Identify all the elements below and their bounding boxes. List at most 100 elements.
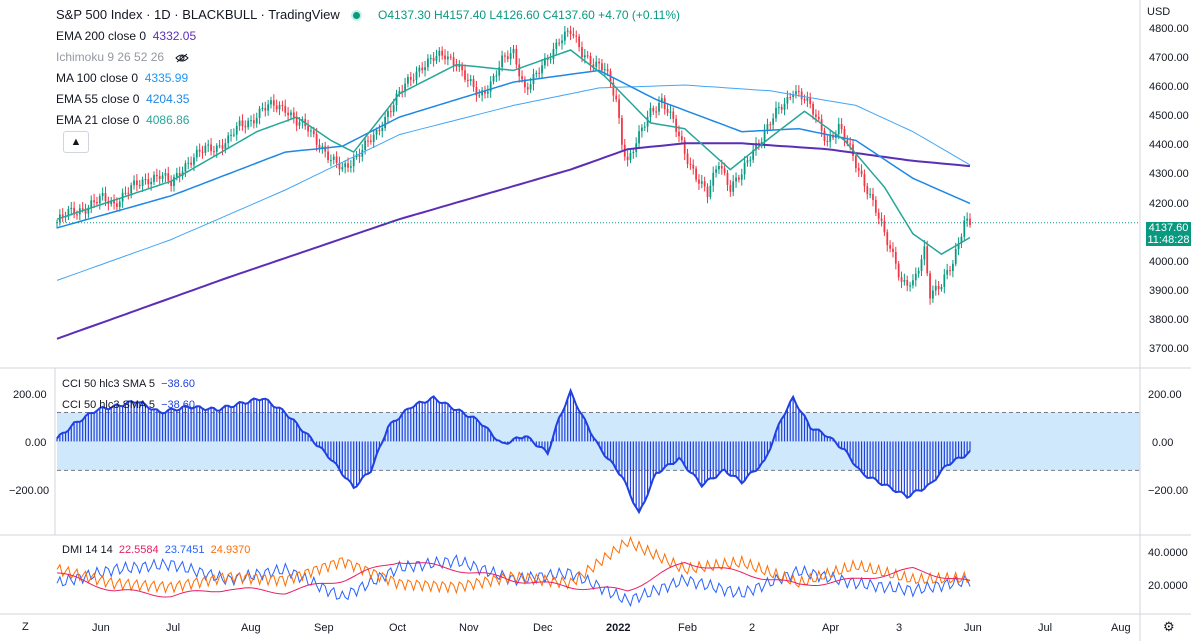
candle-body xyxy=(806,98,809,101)
candle-body xyxy=(598,61,600,64)
candle-body xyxy=(198,149,201,152)
candle-body xyxy=(874,199,877,213)
candle-body xyxy=(866,186,869,195)
candle-body xyxy=(923,246,926,260)
candle-body xyxy=(524,79,526,88)
candle-body xyxy=(238,120,241,126)
candle-body xyxy=(369,140,372,142)
gear-icon[interactable]: ⚙ xyxy=(1163,619,1175,634)
legend-ema55[interactable]: EMA 55 close 0 4204.35 xyxy=(56,92,189,106)
candle-body xyxy=(378,129,381,132)
price-tick: 4400.00 xyxy=(1149,139,1189,152)
legend-label: EMA 21 close 0 xyxy=(56,113,140,127)
ma-line xyxy=(56,142,971,340)
time-tick: Apr xyxy=(822,622,840,634)
candle-body xyxy=(486,91,489,94)
candle-body xyxy=(792,94,794,98)
candle-body xyxy=(823,130,826,142)
zoom-toggle-button[interactable]: Z xyxy=(22,621,29,633)
dmi-adx-value: 22.5584 xyxy=(118,544,159,556)
candle-body xyxy=(349,166,352,168)
candle-body xyxy=(93,200,95,203)
last-price: 4137.60 xyxy=(1148,222,1189,234)
candle-body xyxy=(917,270,920,274)
candle-body xyxy=(404,83,406,92)
legend-ma100[interactable]: MA 100 close 0 4335.99 xyxy=(56,71,188,85)
price-tick: 3700.00 xyxy=(1149,343,1189,356)
candle-body xyxy=(324,146,327,152)
candle-body xyxy=(872,194,874,200)
candle-body xyxy=(966,218,969,221)
last-price-badge: 4137.60 11:48:28 xyxy=(1146,222,1191,246)
candle-body xyxy=(207,144,210,146)
candle-body xyxy=(743,162,746,175)
candle-body xyxy=(144,179,147,181)
candle-body xyxy=(949,270,951,272)
dmi-legend[interactable]: DMI 14 14 22.5584 23.7451 24.9370 xyxy=(62,544,250,556)
eye-off-icon[interactable] xyxy=(175,53,190,63)
candle-body xyxy=(287,112,289,116)
cci-left-tick: 200.00 xyxy=(13,389,47,401)
cci-value: −38.60 xyxy=(161,378,196,390)
candle-body xyxy=(364,140,367,150)
candle-body xyxy=(255,117,258,124)
candle-body xyxy=(738,177,740,180)
candle-body xyxy=(310,130,312,132)
candle-body xyxy=(803,99,806,101)
candle-body xyxy=(227,135,230,144)
cci-legend-2[interactable]: CCI 50 hlc3 SMA 5 −38.60 xyxy=(62,399,195,411)
currency-label[interactable]: USD xyxy=(1147,6,1171,18)
candle-body xyxy=(692,164,695,169)
legend-ema200[interactable]: EMA 200 close 0 4332.05 xyxy=(56,29,196,43)
price-tick: 4500.00 xyxy=(1149,110,1189,123)
candle-body xyxy=(709,185,712,198)
candle-body xyxy=(458,65,461,67)
legend-ema21[interactable]: EMA 21 close 0 4086.86 xyxy=(56,113,189,127)
dmi-minus-value: 24.9370 xyxy=(210,544,251,556)
candle-body xyxy=(672,111,675,119)
candle-body xyxy=(335,156,338,163)
time-tick: Jul xyxy=(1038,622,1053,634)
candle-body xyxy=(412,79,415,81)
symbol-title[interactable]: S&P 500 Index · 1D · BLACKBULL · Trading… xyxy=(56,7,340,22)
candle-body xyxy=(777,107,780,109)
candle-body xyxy=(341,167,344,170)
candle-body xyxy=(278,104,281,110)
candle-body xyxy=(215,145,218,152)
candle-body xyxy=(932,290,934,299)
chevron-up-icon[interactable]: ▲ xyxy=(63,131,89,153)
candle-body xyxy=(832,135,834,138)
candle-body xyxy=(446,56,449,60)
price-tick: 4300.00 xyxy=(1149,168,1189,181)
candle-body xyxy=(535,72,538,75)
candle-body xyxy=(829,135,832,142)
candle-body xyxy=(820,119,823,131)
candle-body xyxy=(775,107,777,119)
candle-body xyxy=(760,141,763,145)
candle-body xyxy=(241,120,244,127)
candle-body xyxy=(461,65,464,71)
legend-ichimoku[interactable]: Ichimoku 9 26 52 26 xyxy=(56,50,190,64)
candle-body xyxy=(683,140,686,154)
candle-body xyxy=(116,203,118,208)
candle-body xyxy=(272,100,275,106)
candle-body xyxy=(155,174,158,177)
candle-body xyxy=(501,55,503,68)
candle-body xyxy=(700,181,703,184)
candle-body xyxy=(963,220,966,237)
candle-body xyxy=(221,145,224,149)
candle-body xyxy=(435,55,438,61)
candle-body xyxy=(247,120,250,128)
candle-body xyxy=(846,140,849,144)
candle-body xyxy=(344,163,347,168)
candle-body xyxy=(315,134,318,145)
candle-body xyxy=(723,168,726,173)
candle-body xyxy=(230,134,232,136)
market-status-icon xyxy=(353,11,361,19)
candle-body xyxy=(469,79,472,81)
candle-body xyxy=(96,202,98,204)
cci-legend-1[interactable]: CCI 50 hlc3 SMA 5 −38.60 xyxy=(62,378,195,390)
candle-body xyxy=(361,149,364,157)
